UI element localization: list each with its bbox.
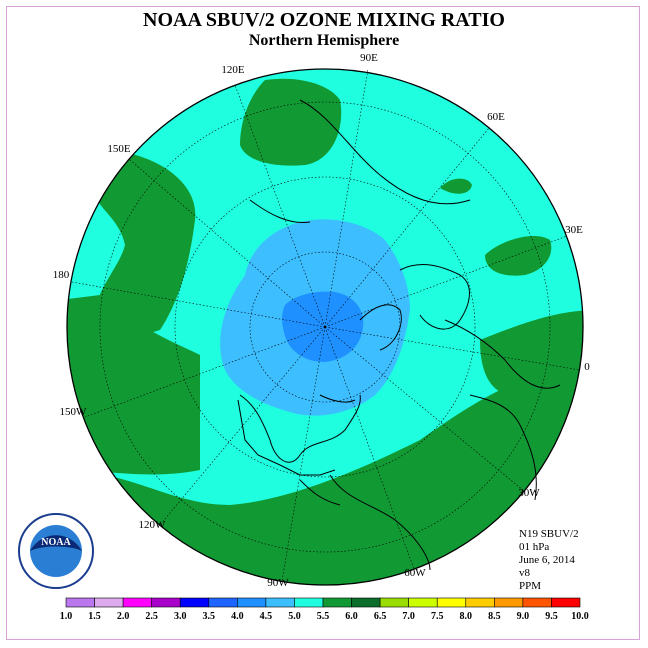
- colorbar-tick-label: 5.0: [288, 611, 301, 622]
- colorbar-swatch: [351, 597, 381, 608]
- meridian-30w: [324, 326, 525, 492]
- map-subtitle: Northern Hemisphere: [249, 32, 399, 49]
- lon-label-150e: 150E: [107, 143, 131, 155]
- colorbar-tick-label: 3.0: [174, 611, 187, 622]
- meridian-30e: [324, 235, 568, 328]
- colorbar-swatch: [465, 597, 495, 608]
- latitude-circle-50n: [174, 176, 476, 478]
- colorbar-tick-label: 5.5: [317, 611, 330, 622]
- colorbar-swatch: [551, 597, 581, 608]
- latitude-circle-70n: [249, 251, 401, 403]
- latitude-circle-30n: [99, 101, 551, 553]
- colorbar-tick-label: 8.5: [488, 611, 501, 622]
- map-title: NOAA SBUV/2 OZONE MIXING RATIO: [143, 9, 505, 31]
- figure-frame: [6, 6, 640, 640]
- colorbar-swatch: [122, 597, 152, 608]
- high-ozone-region-pacific: [92, 150, 196, 334]
- colorbar-tick-label: 10.0: [571, 611, 589, 622]
- meridian-120e: [234, 84, 326, 328]
- logo-globe: [30, 525, 82, 577]
- colorbar-tick-label: 3.5: [203, 611, 216, 622]
- info-date: June 6, 2014: [519, 554, 575, 566]
- colorbar-swatch: [208, 597, 238, 608]
- colorbar-swatch: [65, 597, 95, 608]
- logo-text: NOAA: [41, 537, 71, 548]
- high-ozone-region-asia: [240, 78, 342, 166]
- high-ozone-region-west: [67, 295, 200, 475]
- colorbar-tick-label: 2.5: [145, 611, 158, 622]
- coastlines: [237, 99, 561, 571]
- colorbar-tick-label: 4.0: [231, 611, 244, 622]
- colorbar-tick-label: 2.0: [117, 611, 130, 622]
- coastline-mediterranean: [444, 319, 561, 389]
- meridian-90e: [324, 68, 369, 328]
- colorbar-swatch: [151, 597, 181, 608]
- colorbar-tick-label: 4.5: [260, 611, 273, 622]
- colorbar-swatch: [265, 597, 295, 608]
- colorbar-swatch: [294, 597, 324, 608]
- polar-map: 90E 60E 30E 0 30W 60W 90W 120W 150W 180 …: [53, 52, 591, 589]
- meridian-150w: [84, 326, 326, 418]
- low-ozone-core: [282, 291, 364, 362]
- coastline-siberia: [249, 199, 311, 224]
- colorbar-swatch: [179, 597, 210, 608]
- colorbar-tick-label: 6.5: [374, 611, 387, 622]
- map-boundary: [66, 68, 584, 586]
- coastline-europe: [399, 264, 470, 330]
- lon-label-180: 180: [53, 269, 70, 281]
- logo-bird-icon: [30, 535, 82, 551]
- colorbar-swatch: [94, 597, 124, 608]
- meridian-0: [324, 326, 581, 371]
- colorbar-tick-label: 1.5: [88, 611, 101, 622]
- lon-label-60w: 60W: [404, 567, 426, 579]
- coastline-south-america: [329, 474, 431, 571]
- info-units: PPM: [519, 580, 541, 592]
- meridian-120w: [159, 326, 326, 526]
- colorbar-swatch: [494, 597, 524, 608]
- colorbar-tick-label: 7.5: [431, 611, 444, 622]
- colorbar-tick-label: 6.0: [345, 611, 358, 622]
- coastline-greenland: [359, 304, 402, 351]
- lon-label-90w: 90W: [267, 577, 289, 589]
- colorbar-swatch: [408, 597, 438, 608]
- coastline-north-america: [239, 394, 361, 463]
- lon-label-150w: 150W: [60, 406, 88, 418]
- longitude-labels: 90E 60E 30E 0 30W 60W 90W 120W 150W 180 …: [53, 52, 591, 589]
- colorbar: 1.0 1.5 2.0 2.5 3.0 3.5 4.0 4.5 5.0 5.5 6.0 6.5 7.0 7…: [60, 597, 589, 622]
- lon-label-0: 0: [584, 361, 590, 373]
- info-block: N19 SBUV/2 01 hPa June 6, 2014 v8 PPM: [519, 528, 579, 592]
- info-version: v8: [519, 567, 531, 579]
- lon-label-120e: 120E: [221, 64, 245, 76]
- colorbar-tick-label: 9.0: [517, 611, 530, 622]
- meridian-180: [71, 281, 326, 328]
- info-level: 01 hPa: [519, 541, 549, 553]
- coastline-central-america: [299, 479, 341, 506]
- colorbar-tick-label: 9.5: [545, 611, 558, 622]
- noaa-logo: NOAA: [18, 513, 94, 589]
- colorbar-tick-label: 7.0: [402, 611, 415, 622]
- colorbar-swatch: [322, 597, 352, 608]
- colorbar-tick-label: 8.0: [460, 611, 473, 622]
- graticule: [71, 68, 581, 582]
- high-ozone-region-ural: [440, 178, 472, 194]
- colorbar-tick-label: 1.0: [60, 611, 73, 622]
- lon-label-30e: 30E: [565, 224, 583, 236]
- lon-label-60e: 60E: [487, 111, 505, 123]
- colorbar-swatch: [379, 597, 409, 608]
- lon-label-30w: 30W: [518, 487, 540, 499]
- meridian-60e: [324, 127, 490, 328]
- meridian-60w: [324, 326, 415, 570]
- lon-label-90e: 90E: [360, 52, 378, 64]
- meridian-150e: [129, 159, 326, 328]
- coastline-asia-east: [299, 99, 471, 205]
- colorbar-swatch: [237, 597, 267, 608]
- colorbar-swatch: [522, 597, 552, 608]
- meridian-90w: [281, 326, 326, 582]
- coastline-north-america-west: [237, 399, 336, 476]
- lon-label-120w: 120W: [139, 519, 167, 531]
- high-ozone-region-atlantic: [480, 310, 583, 396]
- info-satellite: N19 SBUV/2: [519, 528, 579, 540]
- colorbar-swatch: [436, 597, 467, 608]
